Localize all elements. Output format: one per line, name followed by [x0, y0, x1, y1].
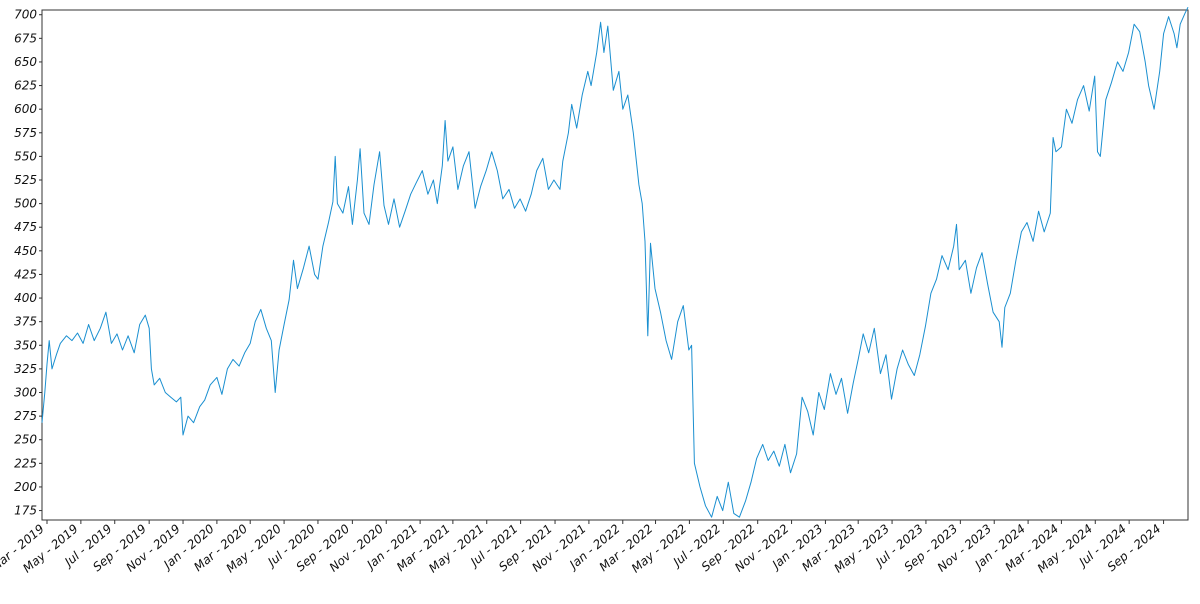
- y-tick-label: 325: [14, 362, 37, 376]
- y-tick-label: 575: [14, 126, 37, 140]
- y-tick-label: 300: [14, 386, 37, 400]
- plot-area-frame: [41, 9, 1189, 521]
- y-axis: 175 200 225 250 275 300 325 350 375 400 425 450 475 5…: [14, 8, 42, 518]
- price-series-line: [41, 6, 1189, 518]
- series-layer: [41, 6, 1189, 518]
- y-tick-label: 525: [14, 173, 37, 187]
- y-tick-label: 175: [14, 504, 37, 518]
- y-tick-label: 625: [14, 79, 37, 93]
- y-tick-label: 500: [14, 197, 37, 211]
- y-tick-label: 550: [14, 149, 37, 163]
- y-tick-label: 275: [14, 409, 37, 423]
- y-tick-label: 450: [14, 244, 37, 258]
- y-tick-label: 225: [14, 456, 37, 470]
- y-tick-label: 700: [14, 8, 37, 22]
- y-tick-label: 650: [14, 55, 37, 69]
- y-tick-label: 600: [14, 102, 37, 116]
- y-tick-label: 250: [14, 433, 37, 447]
- y-tick-label: 475: [14, 220, 37, 234]
- y-tick-label: 375: [14, 315, 37, 329]
- y-tick-label: 400: [14, 291, 37, 305]
- y-tick-label: 350: [14, 338, 37, 352]
- y-tick-label: 425: [14, 267, 37, 281]
- y-tick-label: 675: [14, 31, 37, 45]
- y-tick-label: 200: [14, 480, 37, 494]
